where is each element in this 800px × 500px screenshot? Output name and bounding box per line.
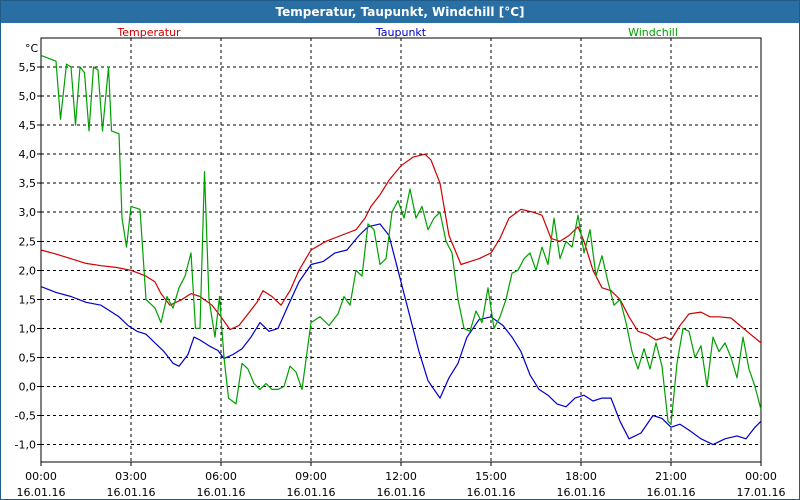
legend-windchill: Windchill bbox=[628, 26, 678, 39]
y-tick-label: 3,0 bbox=[19, 206, 37, 219]
y-tick-label: 2,5 bbox=[19, 235, 37, 248]
x-tick-date-label: 17.01.16 bbox=[737, 486, 786, 499]
x-tick-date-label: 16.01.16 bbox=[107, 486, 156, 499]
x-tick-date-label: 16.01.16 bbox=[377, 486, 426, 499]
y-tick-label: 4,5 bbox=[19, 119, 37, 132]
x-tick-time-label: 00:00 bbox=[25, 470, 57, 483]
y-axis-unit-label: °C bbox=[25, 42, 39, 55]
y-tick-label: 1,5 bbox=[19, 293, 37, 306]
y-tick-label: 4,0 bbox=[19, 148, 37, 161]
series-line-taupunkt bbox=[40, 223, 762, 446]
y-tick-label: 0,0 bbox=[19, 380, 37, 393]
y-tick-label: 1,0 bbox=[19, 322, 37, 335]
chart-title: Temperatur, Taupunkt, Windchill [°C] bbox=[1, 1, 799, 23]
series-line-windchill bbox=[40, 54, 762, 425]
y-tick-label: 0,5 bbox=[19, 351, 37, 364]
series-line-temperatur bbox=[40, 153, 762, 344]
x-tick-date-label: 16.01.16 bbox=[197, 486, 246, 499]
x-tick-date-label: 16.01.16 bbox=[467, 486, 516, 499]
x-tick-time-label: 09:00 bbox=[295, 470, 327, 483]
x-tick-date-label: 16.01.16 bbox=[557, 486, 606, 499]
x-tick-time-label: 03:00 bbox=[115, 470, 147, 483]
x-tick-date-label: 16.01.16 bbox=[17, 486, 66, 499]
x-tick-time-label: 06:00 bbox=[205, 470, 237, 483]
x-tick-time-label: 12:00 bbox=[385, 470, 417, 483]
y-tick-label: 5,0 bbox=[19, 90, 37, 103]
y-tick-label: 5,5 bbox=[19, 61, 37, 74]
legend-temperatur: Temperatur bbox=[116, 26, 181, 39]
y-tick-label: 3,5 bbox=[19, 177, 37, 190]
x-tick-time-label: 21:00 bbox=[655, 470, 687, 483]
legend-taupunkt: Taupunkt bbox=[375, 26, 427, 39]
x-tick-date-label: 16.01.16 bbox=[287, 486, 336, 499]
x-tick-time-label: 18:00 bbox=[565, 470, 597, 483]
y-tick-label: -1,0 bbox=[15, 439, 36, 452]
y-tick-label: 2,0 bbox=[19, 264, 37, 277]
y-tick-label: -0,5 bbox=[15, 410, 36, 423]
x-tick-time-label: 00:00 bbox=[745, 470, 777, 483]
x-tick-time-label: 15:00 bbox=[475, 470, 507, 483]
x-tick-date-label: 16.01.16 bbox=[647, 486, 696, 499]
